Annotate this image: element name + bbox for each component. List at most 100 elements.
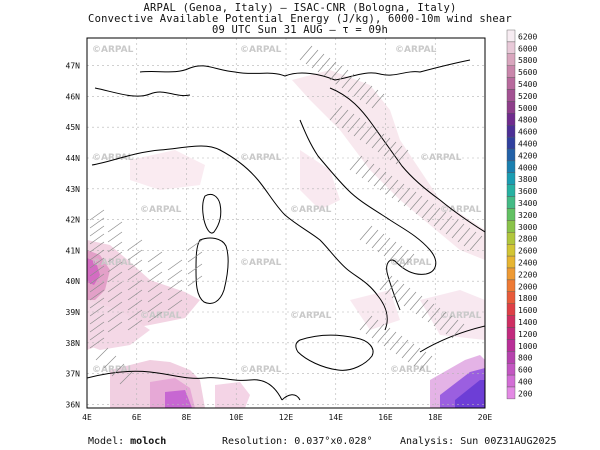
- lon-label: 14E: [329, 413, 344, 422]
- title-line-1: ARPAL (Genoa, Italy) – ISAC-CNR (Bologna…: [143, 2, 457, 14]
- resolution-label: Resolution:: [222, 436, 289, 447]
- colorbar-swatch: [506, 374, 516, 388]
- lat-label: 38N: [66, 339, 81, 348]
- lon-label: 10E: [229, 413, 244, 422]
- colorbar-swatch: [506, 351, 516, 364]
- colorbar-label: 200: [518, 389, 533, 398]
- svg-text:©ARPAL: ©ARPAL: [440, 205, 482, 215]
- colorbar-label: 3400: [518, 199, 537, 208]
- colorbar-label: 400: [518, 378, 533, 387]
- colorbar-label: 5600: [518, 68, 537, 77]
- colorbar-label: 3000: [518, 223, 537, 232]
- svg-text:©ARPAL: ©ARPAL: [290, 311, 332, 321]
- colorbar-swatch: [506, 148, 516, 162]
- colorbar-label: 1400: [518, 318, 537, 327]
- lat-label: 36N: [66, 400, 81, 409]
- colorbar-label: 3200: [518, 211, 537, 220]
- lat-label: 40N: [66, 277, 81, 286]
- colorbar-label: 4000: [518, 163, 537, 172]
- lon-label: 16E: [378, 413, 393, 422]
- colorbar-swatch: [506, 327, 516, 340]
- lon-label: 18E: [428, 413, 443, 422]
- colorbar-swatch: [506, 339, 516, 352]
- colorbar-label: 4800: [518, 116, 537, 125]
- lat-label: 45N: [66, 123, 81, 132]
- longitude-labels: 4E 6E 8E 10E 12E 14E 16E 18E 20E: [82, 413, 492, 422]
- svg-text:©ARPAL: ©ARPAL: [290, 205, 332, 215]
- analysis-label: Analysis:: [400, 436, 455, 447]
- lat-label: 37N: [66, 370, 81, 379]
- colorbar-label: 5800: [518, 56, 537, 65]
- colorbar-swatch: [506, 53, 516, 66]
- colorbar-swatch: [506, 232, 516, 245]
- colorbar-label: 5000: [518, 104, 537, 113]
- colorbar-label: 800: [518, 354, 533, 363]
- colorbar-label: 1800: [518, 294, 537, 303]
- colorbar-label: 2200: [518, 270, 537, 279]
- colorbar-swatch: [506, 255, 516, 269]
- coastlines: [87, 59, 485, 401]
- latitude-labels: 47N 46N 45N 44N 43N 42N 41N 40N 39N 38N …: [66, 62, 81, 410]
- lon-label: 6E: [132, 413, 142, 422]
- colorbar-swatch: [506, 267, 516, 281]
- colorbar-swatch: [506, 208, 516, 221]
- colorbar-swatch: [506, 77, 516, 90]
- lon-label: 12E: [279, 413, 294, 422]
- lon-label: 8E: [182, 413, 192, 422]
- colorbar-label: 2600: [518, 247, 537, 256]
- lon-label: 4E: [82, 413, 92, 422]
- colorbar-swatch: [506, 291, 516, 304]
- title-line-3: 09 UTC Sun 31 AUG – τ = 09h: [211, 24, 389, 36]
- colorbar-swatch: [506, 303, 516, 316]
- svg-text:©ARPAL: ©ARPAL: [92, 258, 134, 268]
- colorbar-swatch: [506, 41, 516, 55]
- svg-text:©ARPAL: ©ARPAL: [92, 365, 134, 375]
- resolution-value: 0.037°x0.028°: [294, 436, 373, 447]
- colorbar-swatch: [506, 386, 516, 400]
- colorbar-label: 2000: [518, 282, 537, 291]
- svg-text:©ARPAL: ©ARPAL: [440, 311, 482, 321]
- svg-text:©ARPAL: ©ARPAL: [140, 205, 182, 215]
- lat-label: 43N: [66, 185, 81, 194]
- map-panel: ©ARPAL ©ARPAL ©ARPAL ©ARPAL ©ARPAL ©ARPA…: [66, 29, 537, 422]
- colorbar-swatch: [506, 172, 516, 185]
- svg-text:©ARPAL: ©ARPAL: [420, 153, 462, 163]
- colorbar-swatch: [506, 279, 516, 292]
- lat-label: 42N: [66, 216, 81, 225]
- colorbar-label: 4600: [518, 128, 537, 137]
- svg-text:©ARPAL: ©ARPAL: [140, 311, 182, 321]
- footer-analysis: Analysis: Sun 00Z31AUG2025: [400, 436, 557, 447]
- colorbar-label: 3800: [518, 175, 537, 184]
- colorbar-label: 4200: [518, 151, 537, 160]
- wind-shear-barbs: [89, 45, 483, 385]
- svg-text:©ARPAL: ©ARPAL: [92, 45, 134, 55]
- analysis-value: Sun 00Z31AUG2025: [460, 436, 557, 447]
- colorbar-label: 2400: [518, 259, 537, 268]
- cape-shading: [87, 70, 485, 408]
- colorbar-swatch: [506, 101, 516, 114]
- map-border: [86, 37, 486, 409]
- colorbar-swatch: [506, 220, 516, 233]
- colorbar-swatch: [506, 65, 516, 78]
- colorbar-legend: 6200 6000 5800 5600 5400 5200 5000 4800 4600 4400…: [506, 29, 537, 400]
- colorbar-swatch: [506, 29, 516, 43]
- colorbar-swatch: [506, 196, 516, 209]
- colorbar-label: 5400: [518, 80, 537, 89]
- watermarks: ©ARPAL ©ARPAL ©ARPAL ©ARPAL ©ARPAL ©ARPA…: [92, 45, 482, 375]
- colorbar-label: 4400: [518, 140, 537, 149]
- lat-label: 46N: [66, 92, 81, 101]
- colorbar-swatch: [506, 160, 516, 173]
- colorbar-label: 1200: [518, 330, 537, 339]
- colorbar-label: 2800: [518, 235, 537, 244]
- colorbar-label: 600: [518, 366, 533, 375]
- colorbar-swatch: [506, 124, 516, 138]
- colorbar-swatch: [506, 243, 516, 257]
- lat-label: 39N: [66, 308, 81, 317]
- colorbar-swatch: [506, 315, 516, 328]
- colorbar-label: 3600: [518, 187, 537, 196]
- graticule: [87, 38, 485, 408]
- model-value: moloch: [130, 436, 167, 447]
- footer-model: Model: moloch: [88, 436, 166, 447]
- svg-text:©ARPAL: ©ARPAL: [395, 45, 437, 55]
- colorbar-label: 1000: [518, 342, 537, 351]
